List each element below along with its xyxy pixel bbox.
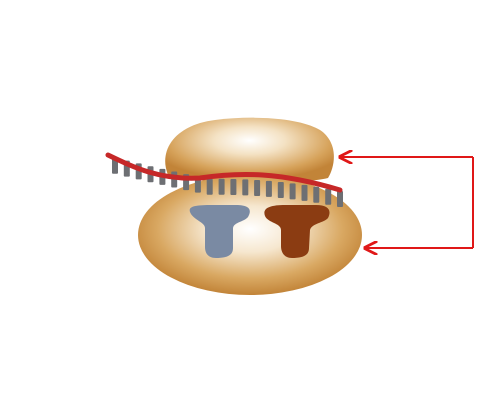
mrna-base xyxy=(277,182,284,198)
ribosome-small-subunit xyxy=(165,117,334,183)
mrna-base xyxy=(218,178,225,195)
mrna-base xyxy=(254,180,261,196)
feedback-arrow xyxy=(340,157,474,248)
mrna-base xyxy=(289,183,296,200)
mrna-base xyxy=(265,180,272,197)
mrna-base xyxy=(242,179,249,196)
mrna-base xyxy=(325,188,332,205)
mrna-base xyxy=(337,191,343,207)
mrna-strand xyxy=(105,152,343,193)
mrna-base xyxy=(301,184,308,201)
trna-slot-left xyxy=(189,205,250,258)
mrna-base xyxy=(230,179,237,195)
mrna-base xyxy=(313,186,320,203)
trna-slot-right xyxy=(264,205,330,258)
mrna-base xyxy=(206,178,213,195)
